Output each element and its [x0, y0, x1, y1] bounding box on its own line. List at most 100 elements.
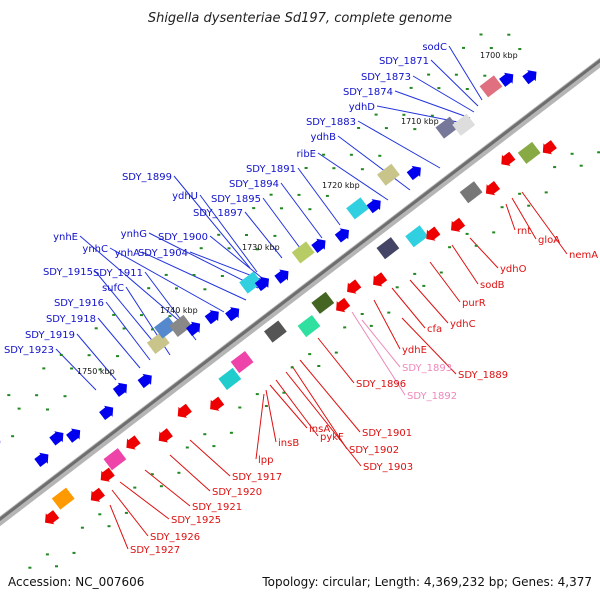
leader-line	[299, 359, 361, 433]
tick-dot	[159, 485, 163, 488]
tick-dot	[199, 247, 203, 250]
leader-line	[373, 299, 401, 350]
leader-line	[391, 287, 426, 329]
tick-dot	[422, 284, 426, 287]
leader-line	[291, 365, 348, 450]
tick-dot	[168, 315, 172, 318]
gene-feature	[376, 237, 400, 260]
tick-dot	[175, 287, 178, 290]
tick-dot	[227, 247, 231, 250]
tick-dot	[238, 406, 242, 409]
topology-text: Topology: circular; Length: 4,369,232 bp…	[261, 575, 592, 589]
tick-dot	[322, 153, 326, 156]
gene-feature	[291, 241, 315, 264]
tick-dot	[325, 194, 329, 197]
gene-feature	[405, 225, 429, 248]
tick-dot	[177, 471, 181, 474]
gene-feature	[254, 276, 269, 292]
gene-label: sodC	[422, 42, 447, 53]
leader-line	[97, 317, 141, 369]
gene-feature	[347, 279, 362, 294]
kbp-tick-label: 1740 kbp	[160, 306, 198, 315]
gene-label: SDY_1899	[122, 172, 172, 183]
leader-line	[429, 261, 461, 303]
tick-dot	[107, 525, 111, 528]
gene-feature	[210, 396, 225, 411]
gene-label: SDY_1921	[192, 502, 242, 513]
tick-dot	[245, 234, 248, 236]
gene-feature	[154, 316, 177, 339]
gene-feature	[218, 367, 242, 390]
gene-feature	[169, 314, 192, 337]
tick-dot	[252, 207, 256, 210]
tick-dot	[360, 168, 364, 171]
tick-dot	[212, 445, 216, 448]
gene-label: SDY_1873	[361, 72, 411, 83]
leader-line	[469, 237, 499, 269]
genome-backbone	[0, 57, 600, 527]
gene-label: ydhB	[311, 132, 337, 143]
gene-label: insA	[309, 424, 330, 435]
gene-label: SDY_1923	[4, 345, 54, 356]
tick-dot	[544, 191, 548, 194]
leader-line	[317, 337, 355, 384]
leader-line	[111, 489, 149, 537]
tick-dot	[518, 192, 522, 195]
tick-dot	[35, 394, 39, 397]
gene-label: SDY_1871	[379, 56, 429, 67]
leader-line	[451, 244, 479, 285]
tick-dot	[255, 393, 259, 396]
tick-dot	[579, 164, 583, 167]
tick-dot	[465, 88, 469, 90]
gene-label: ydhC	[450, 319, 476, 330]
gene-feature	[426, 226, 441, 241]
leader-line	[79, 235, 191, 331]
tick-dot	[72, 551, 76, 554]
gene-feature	[435, 116, 459, 139]
gene-label: SDY_1897	[193, 208, 243, 219]
tick-dot	[500, 206, 504, 209]
tick-dot	[203, 433, 207, 436]
tick-dot	[87, 354, 91, 357]
kbp-tick-label: 1700 kbp	[480, 51, 518, 60]
leader-line	[109, 504, 129, 550]
gene-label: ydhU	[172, 191, 198, 202]
leader-line	[169, 454, 211, 492]
tick-dot	[116, 355, 119, 358]
leader-line	[409, 279, 449, 324]
gene-label: SDY_1896	[356, 379, 406, 390]
tick-dot	[317, 365, 321, 367]
tick-dot	[282, 391, 286, 394]
leader-line	[317, 152, 389, 201]
tick-dot	[448, 246, 452, 249]
tick-dot	[483, 74, 487, 77]
gene-label: ynhG	[121, 229, 147, 240]
gene-feature	[274, 269, 289, 284]
gene-label: SDY_1889	[458, 370, 508, 381]
gene-feature	[186, 321, 201, 337]
tick-dot	[264, 405, 268, 407]
gene-feature	[137, 373, 152, 389]
tick-dot	[439, 271, 443, 274]
tick-dot	[334, 351, 338, 354]
gene-feature	[346, 197, 369, 220]
tick-dot	[369, 324, 373, 327]
gene-label: SDY_1891	[246, 164, 296, 175]
gene-label: insB	[278, 438, 299, 449]
tick-dot	[98, 368, 102, 371]
tick-dot	[374, 113, 378, 116]
tick-dot	[427, 73, 431, 76]
tick-dot	[203, 288, 207, 291]
tick-dot	[28, 566, 32, 569]
tick-dot	[140, 314, 143, 317]
gene-feature	[485, 181, 501, 196]
kbp-tick-label: 1730 kbp	[242, 243, 280, 252]
tick-dot	[150, 473, 154, 476]
gene-feature	[204, 310, 219, 325]
tick-dot	[489, 47, 493, 49]
tick-dot	[570, 152, 574, 155]
tick-dot	[220, 275, 224, 277]
leader-line	[361, 319, 401, 368]
gene-label: pykF	[320, 432, 344, 443]
